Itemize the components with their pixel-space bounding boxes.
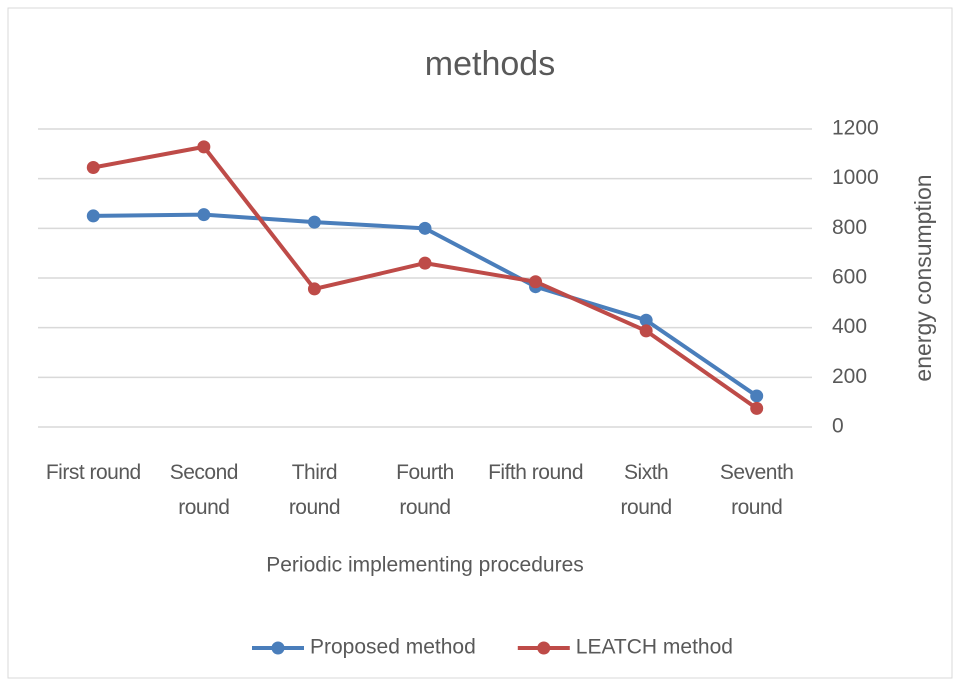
data-point [750, 401, 764, 415]
data-point [197, 140, 211, 154]
data-point [418, 221, 432, 235]
x-tick-label: First round [45, 461, 141, 484]
y-tick-label: 600 [832, 266, 867, 289]
y-axis-label: energy consumption [910, 174, 936, 381]
legend-label: Proposed method [310, 636, 476, 659]
x-axis-label: Periodic implementing procedures [266, 554, 584, 577]
legend-marker [271, 641, 285, 655]
y-tick-label: 800 [832, 216, 867, 239]
y-tick-label: 1000 [832, 166, 879, 189]
chart-border [7, 7, 953, 679]
y-tick-label: 400 [832, 315, 867, 338]
data-point [750, 389, 764, 403]
x-tick-label: Third round [288, 461, 341, 519]
data-point [197, 208, 211, 222]
data-point [307, 282, 321, 296]
x-tick-label: Fourth round [396, 461, 454, 519]
legend-label: LEATCH method [576, 636, 733, 659]
chart-title: methods [425, 45, 555, 83]
data-point [418, 256, 432, 270]
data-point [639, 324, 653, 338]
data-point [639, 313, 653, 327]
data-point [529, 275, 543, 289]
x-tick-label: Second round [169, 461, 239, 519]
x-tick-label: Fifth round [488, 461, 583, 484]
data-point [307, 215, 321, 229]
x-tick-label: Sixth round [620, 461, 673, 519]
y-tick-label: 0 [832, 415, 844, 438]
y-tick-label: 200 [832, 365, 867, 388]
data-point [86, 209, 100, 223]
y-tick-label: 1200 [832, 117, 879, 140]
x-tick-label: Seventh round [719, 461, 794, 519]
data-point [86, 160, 100, 174]
legend-marker [537, 641, 551, 655]
